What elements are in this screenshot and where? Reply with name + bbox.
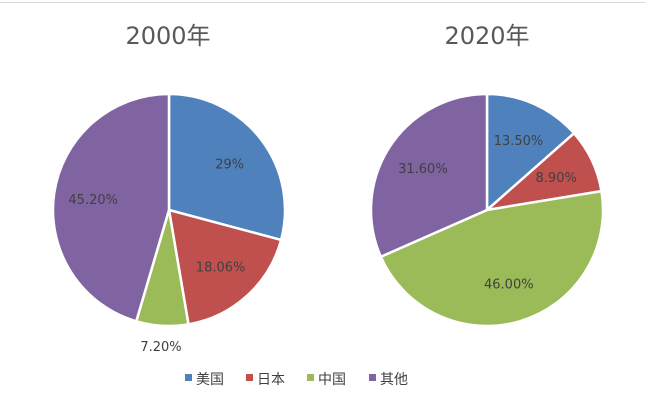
data-label-2020-china: 46.00% [484,277,534,292]
chart-title-2020: 2020年 [444,22,529,50]
slice-2000-usa [167,92,287,242]
legend-swatch-other [369,374,376,381]
data-label-2000-japan: 18.06% [196,261,246,276]
slice-2000-other [51,92,171,323]
legend-label-usa: 美国 [196,372,224,388]
slice-2000-japan [167,208,283,326]
data-label-2020-japan: 8.90% [536,171,577,186]
data-label-2000-china: 7.20% [140,340,181,355]
data-label-2000-usa: 29% [215,157,244,172]
slice-2020-usa [485,92,576,213]
legend-swatch-china [307,374,314,381]
legend: 美国 日本 中国 其他 [185,372,408,388]
data-label-2020-other: 31.60% [398,162,448,177]
pie-2020: 13.50% 8.90% 46.00% 31.60% [369,92,605,328]
slice-2020-china [379,189,605,328]
slice-2020-other [369,92,489,259]
legend-swatch-usa [185,374,192,381]
data-label-2000-other: 45.20% [68,193,118,208]
legend-swatch-japan [246,374,253,381]
pie-2000: 29% 18.06% 7.20% 45.20% [51,92,287,355]
legend-label-japan: 日本 [257,372,285,388]
legend-label-china: 中国 [318,372,346,388]
chart-title-2000: 2000年 [125,22,210,50]
data-label-2020-usa: 13.50% [494,134,544,149]
legend-label-other: 其他 [380,372,408,388]
